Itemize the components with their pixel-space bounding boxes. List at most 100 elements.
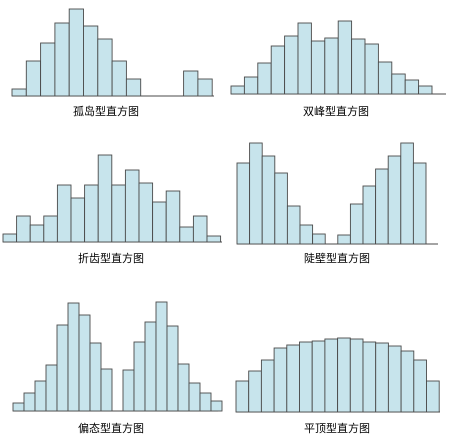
- histogram-bar: [83, 25, 99, 97]
- histogram-bar: [311, 340, 326, 413]
- histogram-bar: [125, 78, 142, 97]
- histogram-bar: [426, 380, 440, 413]
- histogram-bar: [274, 172, 288, 245]
- histogram-bar: [260, 359, 275, 413]
- histogram-bar: [364, 43, 379, 95]
- histogram-bar: [375, 342, 389, 413]
- histogram-bar: [235, 380, 250, 413]
- histogram-bar: [413, 359, 427, 413]
- caption-isolated-island: 孤岛型直方图: [73, 105, 139, 118]
- histogram-bar: [299, 341, 313, 413]
- histogram-bar: [387, 155, 402, 245]
- histogram-bar: [270, 45, 286, 95]
- histogram-bar: [199, 392, 212, 412]
- histogram-bar: [152, 201, 167, 243]
- histogram-bar: [183, 70, 199, 97]
- histogram-bar: [29, 224, 45, 243]
- histogram-bar: [165, 190, 181, 243]
- histogram-bar: [122, 369, 135, 412]
- caption-flat-top: 平顶型直方图: [304, 422, 370, 435]
- histogram-bar: [45, 364, 58, 412]
- histogram-bar: [56, 324, 69, 412]
- histogram-bar: [177, 363, 190, 412]
- histogram-bar: [243, 76, 259, 95]
- histogram-bar: [155, 301, 168, 412]
- histogram-bar: [78, 314, 91, 412]
- histogram-bar: [97, 154, 113, 243]
- histogram-bar: [34, 380, 47, 412]
- caption-cliff: 陡壁型直方图: [304, 252, 370, 265]
- histogram-bar: [248, 370, 262, 413]
- histogram-bar: [210, 400, 223, 412]
- histogram-bar: [166, 325, 179, 412]
- caption-double-peak: 双峰型直方图: [303, 105, 369, 118]
- histogram-bar: [124, 169, 140, 243]
- histogram-bar: [68, 8, 84, 97]
- histogram-bar: [16, 215, 31, 243]
- histogram-bar: [404, 79, 420, 95]
- histogram-bar: [284, 35, 299, 95]
- histogram-bar: [84, 184, 99, 243]
- histogram-bar: [391, 73, 406, 95]
- histogram-isolated-island: [11, 8, 214, 97]
- histogram-bar: [362, 185, 377, 245]
- histogram-bar: [2, 233, 18, 243]
- histogram-bar: [133, 341, 146, 412]
- histogram-bar: [179, 226, 194, 243]
- histogram-bar: [54, 22, 70, 97]
- histogram-bar: [25, 60, 42, 97]
- histogram-bar: [67, 302, 80, 412]
- histogram-bar: [375, 168, 389, 245]
- histogram-bar: [324, 37, 339, 95]
- histogram-bar: [236, 162, 251, 245]
- histogram-bar: [89, 342, 102, 412]
- histogram-bar: [362, 341, 377, 413]
- histogram-bar: [387, 345, 402, 413]
- histogram-flat-top: [235, 337, 440, 413]
- histogram-bar: [337, 337, 351, 413]
- caption-sawtooth: 折齿型直方图: [78, 252, 144, 265]
- histogram-bar: [337, 20, 353, 95]
- histogram-bar: [299, 224, 314, 245]
- histogram-double-peak: [230, 20, 446, 95]
- histogram-bar: [70, 197, 86, 243]
- histogram-bar: [349, 203, 364, 245]
- histogram-bar: [310, 40, 326, 95]
- histogram-bar: [197, 78, 213, 97]
- histogram-bar: [144, 321, 157, 412]
- histogram-bar: [418, 85, 433, 95]
- histogram-bar: [400, 142, 414, 245]
- histogram-bar: [111, 60, 127, 97]
- histogram-bar: [97, 38, 113, 97]
- histogram-bar: [230, 85, 245, 95]
- histogram-bar: [12, 402, 25, 412]
- histogram-bar: [312, 233, 326, 245]
- histogram-bar: [249, 142, 263, 245]
- histogram-bar: [377, 61, 393, 95]
- histogram-bar: [412, 162, 427, 245]
- histogram-bar: [188, 382, 201, 412]
- histogram-bar: [286, 344, 300, 413]
- histogram-bar: [286, 205, 301, 245]
- histogram-bar: [43, 215, 58, 243]
- histogram-cliff: [236, 142, 438, 245]
- histogram-bar: [111, 184, 126, 243]
- histogram-bar: [206, 235, 222, 243]
- histogram-bar: [297, 22, 312, 95]
- histogram-bar: [40, 42, 56, 97]
- histogram-bar: [138, 182, 154, 243]
- histogram-bar: [337, 234, 351, 245]
- histogram-bar: [56, 184, 72, 243]
- histogram-bar: [23, 392, 36, 412]
- histogram-bar: [351, 38, 366, 95]
- histogram-bar: [324, 338, 339, 413]
- histogram-bar: [273, 347, 288, 413]
- histogram-skewed: [12, 301, 223, 412]
- histogram-bar: [261, 155, 276, 245]
- histogram-bar: [349, 338, 364, 413]
- caption-skewed: 偏态型直方图: [78, 422, 144, 435]
- histogram-bar: [100, 368, 113, 412]
- histogram-bar: [257, 62, 272, 95]
